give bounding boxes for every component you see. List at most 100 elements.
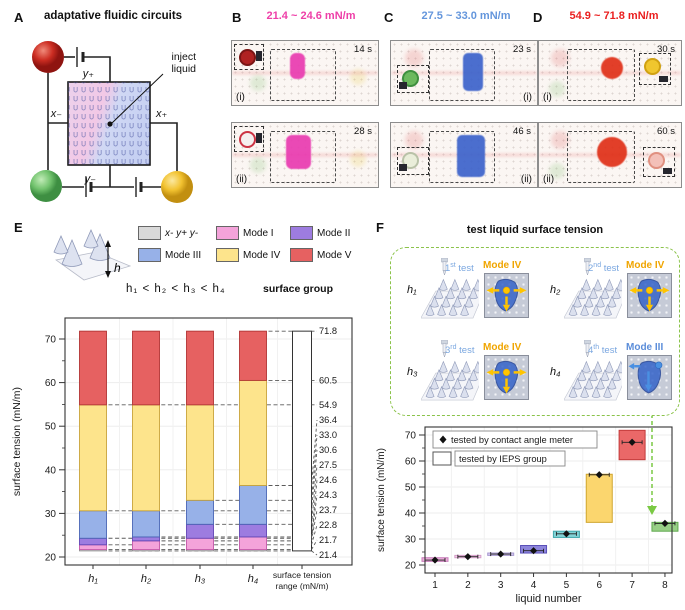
dropper-icon: [441, 340, 448, 358]
x-category-label: h₁: [88, 573, 98, 585]
inject-label-line1: inject: [171, 51, 196, 63]
photo-d-ii: 60 s (ii): [538, 122, 682, 188]
photo-c-i: 23 s (i): [390, 40, 538, 106]
x-tick-label: 1: [432, 580, 438, 591]
panel-f-title: test liquid surface tension: [466, 224, 604, 236]
test-cell-2: h₂ 2nd test Mode IV: [536, 250, 679, 332]
ieps-range-box: [618, 429, 646, 461]
contact-angle-point: [529, 547, 538, 555]
y-tick-label: 20: [405, 561, 417, 572]
mode-result-label: Mode IV: [626, 260, 665, 271]
range-caption-1: surface tension: [273, 570, 332, 580]
timestamp: 23 s: [513, 44, 531, 55]
test-order-label: 1st test: [445, 262, 474, 275]
inject-label-line2: liquid: [171, 63, 196, 75]
bar-segment: [186, 404, 214, 501]
x-tick-label: 6: [596, 580, 602, 591]
surface-group-label: surface group: [263, 283, 334, 295]
surface-tension-range-bar: [292, 330, 312, 552]
range-caption-2: range (mN/m): [275, 581, 328, 591]
axis-label-x-minus: x₋: [50, 108, 63, 120]
liquid-blob: [637, 278, 662, 312]
bar-segment: [239, 523, 267, 538]
droplet-inlet-box: [234, 44, 264, 70]
y-tick-label: 50: [405, 483, 417, 494]
bar-segment: [79, 510, 107, 539]
bar-segment: [186, 523, 214, 539]
inject-point: [107, 121, 113, 127]
y-tick-label: 30: [45, 509, 57, 520]
range-value-label: 22.8: [319, 520, 337, 530]
range-value-label: 23.7: [319, 505, 337, 515]
axis-label-y-minus: y₋: [84, 173, 97, 185]
mode-result-label: Mode IV: [483, 260, 522, 271]
height-inequality: h₁ < h₂ < h₃ < h₄: [126, 283, 226, 295]
battery-symbols: [76, 47, 143, 197]
bar-segment: [79, 544, 107, 551]
y-tick-label: 70: [405, 431, 417, 442]
x-tick-label: 3: [498, 580, 504, 591]
legend-item-mode-3: Mode III: [138, 248, 216, 262]
surface-tension-scatter-chart: 20 30 40 50 60 70 1 2 3 4 5 6 7 8 liquid number surface…: [376, 416, 679, 605]
photo-c-ii: 46 s (ii): [390, 122, 538, 188]
panel-d-label: D: [533, 10, 543, 25]
panel-c-range: 27.5 ~ 33.0 mN/m: [421, 10, 511, 22]
bar-segment: [79, 404, 107, 512]
range-value-label: 27.5: [319, 460, 337, 470]
frame-sub-label: (i): [236, 92, 245, 103]
axis-label-y-plus: y₊: [82, 68, 95, 80]
legend-item-mode-2: Mode II: [290, 226, 368, 240]
surface-label: h₃: [407, 366, 418, 378]
bar-segment: [132, 540, 160, 551]
green-arrow-head: [647, 506, 657, 515]
dropper-icon: [441, 258, 448, 276]
x-tick-label: 2: [465, 580, 471, 591]
panel-a-title: adaptative fluidic circuits: [44, 10, 183, 22]
surface-label: h₁: [407, 284, 417, 296]
panel-d-range: 54.9 ~ 71.8 mN/m: [569, 10, 659, 22]
surface-label: h₂: [550, 284, 561, 296]
timestamp: 28 s: [354, 126, 372, 137]
mode-result-label: Mode III: [626, 342, 664, 353]
fluidic-circuit-diagram: y₊ y₋ x₋ x₊ inject liquid: [30, 41, 196, 203]
bar-segment: [186, 537, 214, 551]
x-tick-label: 4: [531, 580, 537, 591]
panel-b-label: B: [232, 10, 242, 25]
range-value-label: 30.6: [319, 445, 337, 455]
range-value-label: 60.5: [319, 375, 337, 385]
inject-pointer-line: [111, 73, 164, 124]
y-tick-label: 60: [405, 457, 417, 468]
ieps-range-box: [585, 473, 613, 523]
photo-b-ii: 28 s (ii): [231, 122, 379, 188]
bar-segment: [79, 537, 107, 546]
yellow-reservoir-sphere: [161, 171, 193, 203]
range-value-label: 54.9: [319, 400, 337, 410]
test-order-label: 4th test: [588, 344, 618, 357]
mode-photo: [627, 273, 672, 318]
circuit-wires: [47, 56, 178, 188]
test-order-label: 3rd test: [445, 344, 475, 357]
legend-swatch-ieps: [432, 451, 452, 466]
timestamp: 30 s: [657, 44, 675, 55]
legend-item-xyy: x- y+ y-: [138, 226, 216, 240]
y-tick-label: 60: [45, 378, 57, 389]
circuit-region-outline: [270, 49, 336, 101]
mode-photo: [484, 355, 529, 400]
bar-segment: [79, 330, 107, 406]
range-value-label: 71.8: [319, 326, 337, 336]
contact-angle-point: [628, 438, 636, 446]
mode-result-label: Mode IV: [483, 342, 522, 353]
bar-segment: [132, 330, 160, 406]
legend-item-mode-4: Mode IV: [216, 248, 290, 262]
range-value-label: 33.0: [319, 430, 337, 440]
red-reservoir-sphere: [32, 41, 64, 73]
pin-array-icon: [421, 278, 479, 319]
bar-segment: [186, 499, 214, 525]
green-reservoir-sphere: [30, 170, 62, 202]
bar-segment: [132, 510, 160, 538]
panel-e-label: E: [14, 220, 23, 235]
stacked-bar-chart: 71.8 60.5 54.9 36.4 33.0 30.6 27.5 24.6 24.3 23.7…: [11, 317, 353, 591]
bar-segment: [132, 404, 160, 512]
legend-item-mode-5: Mode V: [290, 248, 368, 262]
frame-sub-label: (ii): [520, 174, 532, 185]
